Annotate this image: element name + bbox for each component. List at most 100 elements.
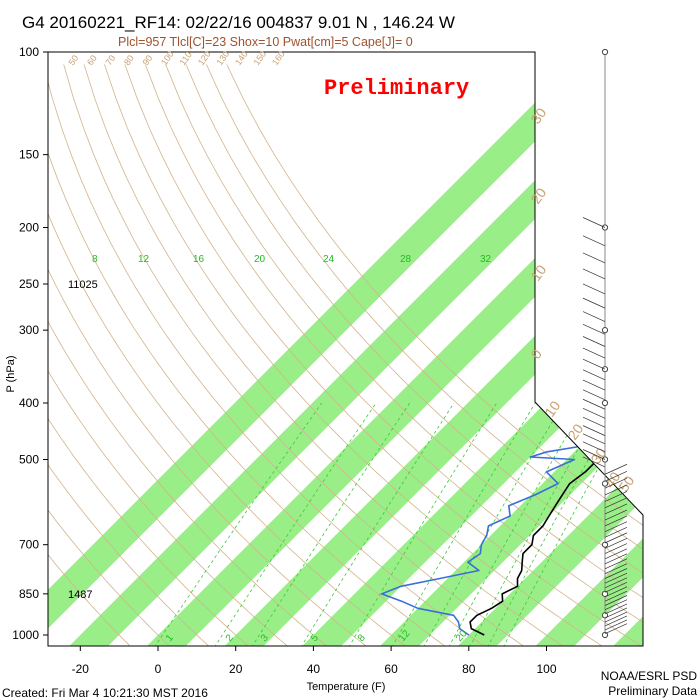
plot-frame (47, 51, 644, 647)
height-label: 1487 (68, 589, 92, 601)
x-tick-label: 100 (536, 662, 556, 676)
created-timestamp: Created: Fri Mar 4 10:21:30 MST 2016 (2, 686, 208, 700)
x-tick-label: -20 (72, 662, 90, 676)
isotherm-bands (48, 52, 643, 646)
wind-barb-line (582, 347, 606, 359)
wind-barb-line (604, 577, 628, 589)
x-tick-label: 0 (155, 662, 162, 676)
dry-adiabat (48, 509, 170, 646)
dry-adiabat (48, 370, 288, 646)
dry-adiabats (48, 64, 643, 646)
wind-barb-line (582, 379, 606, 391)
wind-barb-line (582, 336, 606, 347)
wind-barb-line (604, 603, 628, 615)
mixing-ratio-label: 32 (480, 254, 492, 265)
isotherm-band (302, 305, 643, 646)
wind-barb-station (601, 327, 609, 334)
isotherm-band (146, 150, 643, 646)
mixing-ratio-line (214, 402, 377, 646)
isotherm-band (69, 72, 643, 646)
dry-adiabat-label: 50 (66, 53, 80, 67)
isotherm-band (380, 383, 643, 646)
wind-barb-line (604, 515, 628, 527)
mixing-ratio-label: 8 (92, 254, 98, 265)
mixing-ratio-label: 8 (356, 632, 368, 644)
x-tick-label: 60 (384, 662, 398, 676)
dry-adiabat (48, 268, 367, 646)
y-tick-label: 400 (19, 396, 39, 410)
dry-adiabat (206, 64, 643, 550)
wind-barb-line (604, 537, 628, 549)
wind-barb-line (604, 503, 628, 515)
wind-barb-line (604, 611, 628, 623)
dry-adiabat (124, 64, 643, 646)
mixing-ratio-label: 16 (193, 254, 205, 265)
wind-barb-line (604, 607, 628, 619)
wind-barb-line (604, 509, 628, 521)
y-tick-label: 500 (19, 452, 39, 466)
mixing-ratio-label: 28 (400, 254, 412, 265)
wind-barb-line (604, 543, 628, 554)
dry-adiabat (48, 80, 485, 646)
wind-barb-line (582, 441, 606, 453)
dry-adiabat-label: 80 (122, 53, 136, 67)
dry-adiabat-label: 90 (140, 53, 154, 67)
wind-barb-station (601, 399, 609, 407)
dry-adiabat (48, 151, 446, 646)
wind-barb-line (582, 268, 606, 280)
mixing-ratio-label: 1 (164, 632, 176, 644)
dry-adiabat (165, 64, 643, 599)
mixing-ratio-line (423, 402, 564, 646)
height-label: 11025 (68, 279, 98, 291)
dry-adiabat (144, 64, 643, 623)
dry-adiabat-label: 60 (85, 53, 99, 67)
mixing-ratio-lines (154, 402, 635, 646)
wind-barb-line (582, 433, 606, 445)
y-tick-label: 250 (19, 277, 39, 291)
wind-barb-line (582, 283, 606, 295)
isotherm-band (457, 460, 643, 646)
mixing-ratio-line (487, 402, 621, 646)
wind-barb-line (604, 491, 628, 502)
y-axis-title: P (hPa) (5, 355, 17, 392)
wind-barb-line (604, 619, 628, 631)
wind-barb-line (604, 595, 628, 606)
dry-adiabat (185, 64, 643, 574)
wind-barb-line (604, 471, 628, 482)
wind-barb-line (604, 558, 628, 570)
dry-adiabat (48, 212, 406, 646)
mixing-ratio-line (392, 402, 536, 646)
wind-barb-line (582, 398, 606, 410)
chart-title: G4 20160221_RF14: 02/22/16 004837 9.01 N… (22, 13, 455, 32)
wind-barb-line (604, 615, 628, 627)
mixing-ratio-label: 3 (259, 632, 271, 644)
mixing-ratio-line (252, 402, 410, 646)
wind-barb-station (601, 480, 609, 487)
wind-barb-line (582, 389, 606, 401)
wind-barbs (582, 48, 628, 639)
dry-adiabat-label: 70 (103, 53, 117, 67)
wind-barb-line (582, 416, 606, 428)
y-tick-label: 850 (19, 587, 39, 601)
wind-barb-line (604, 590, 628, 602)
preliminary-watermark: Preliminary (324, 76, 469, 101)
wind-barb-line (604, 563, 628, 575)
wind-barb-line (604, 623, 628, 635)
mixing-ratio-label: 12 (138, 254, 150, 265)
wind-barb-line (604, 568, 628, 579)
wind-barb-station (601, 48, 609, 56)
temperature-profile-line (469, 370, 643, 636)
wind-barb-line (604, 532, 628, 544)
wind-barb-line (604, 572, 628, 584)
isotherm-band (224, 227, 643, 646)
mixing-ratio-label: 5 (309, 632, 321, 644)
y-tick-label: 150 (19, 148, 39, 162)
wind-barb-line (582, 425, 606, 436)
mixing-ratio-label: 2 (224, 632, 236, 644)
y-tick-label: 300 (19, 323, 39, 337)
dry-adiabat (48, 464, 210, 646)
dry-adiabat (48, 554, 131, 646)
dry-adiabat (226, 64, 643, 526)
isotherm-band (613, 616, 643, 646)
